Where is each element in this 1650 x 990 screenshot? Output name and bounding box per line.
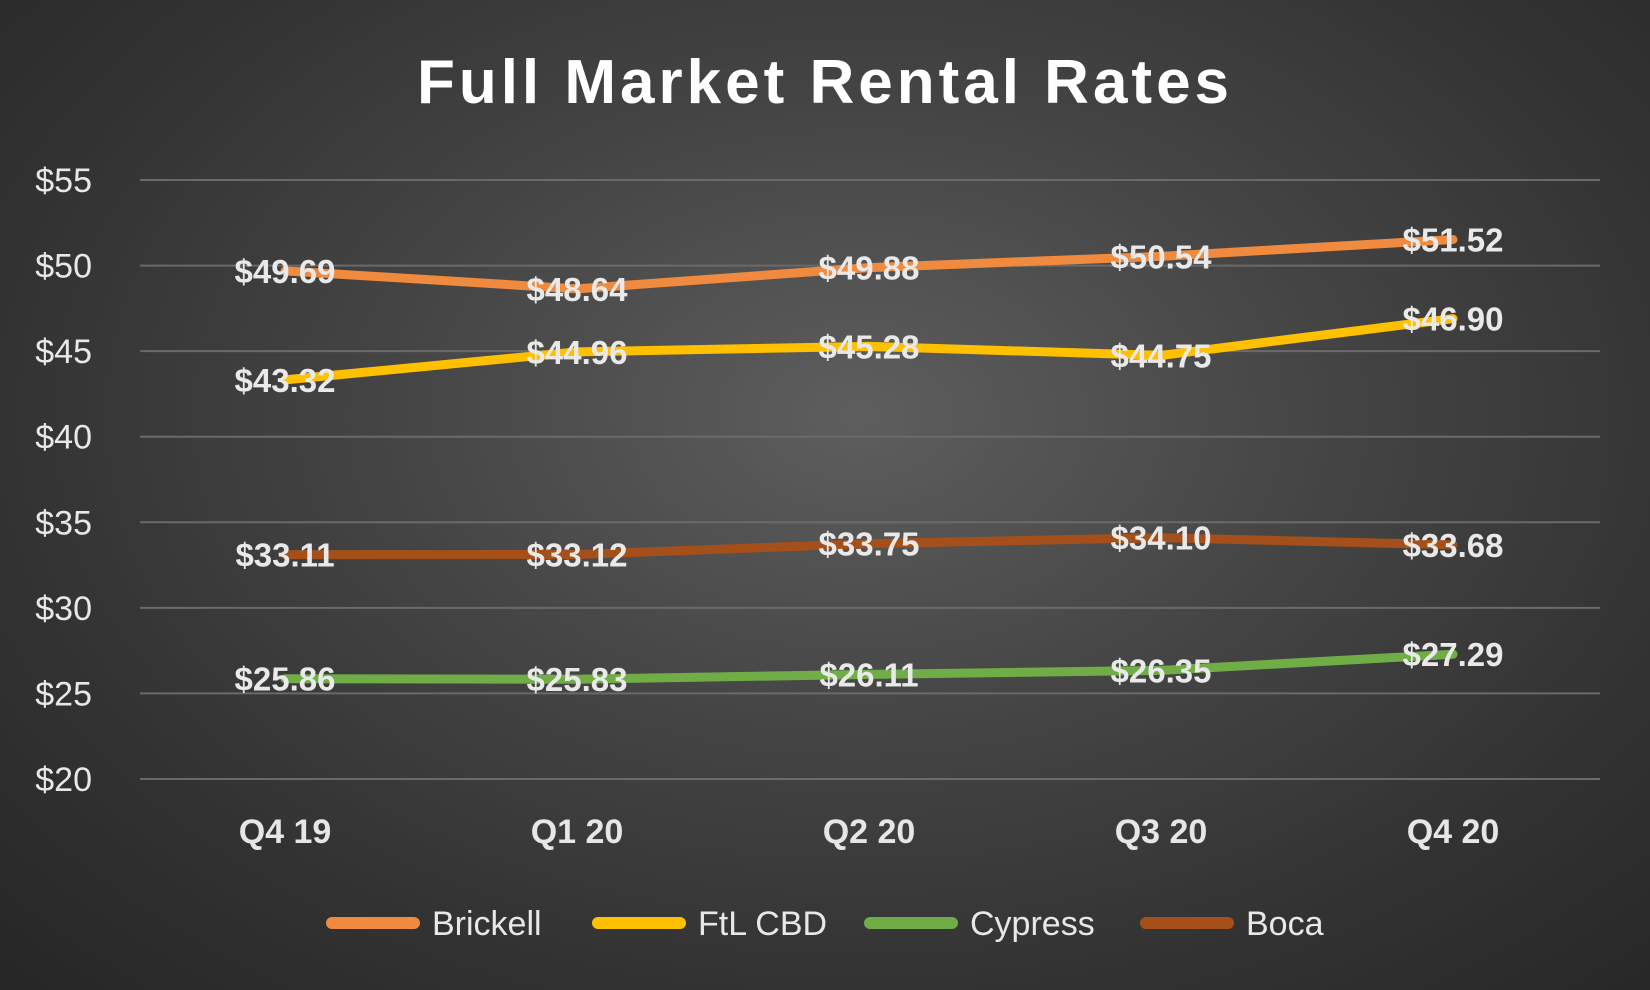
legend-label: FtL CBD bbox=[698, 905, 827, 943]
legend-label: Brickell bbox=[432, 905, 542, 943]
data-label: $48.64 bbox=[527, 271, 629, 308]
x-tick-label: Q3 20 bbox=[1115, 813, 1208, 851]
y-tick-label: $45 bbox=[35, 333, 92, 371]
data-label: $25.86 bbox=[235, 661, 336, 698]
data-label: $51.52 bbox=[1403, 222, 1504, 259]
data-label: $50.54 bbox=[1111, 238, 1213, 275]
data-label: $46.90 bbox=[1403, 301, 1504, 338]
data-label: $25.83 bbox=[527, 661, 628, 698]
x-tick-label: Q4 20 bbox=[1407, 813, 1500, 851]
data-label: $33.68 bbox=[1403, 527, 1504, 564]
y-tick-label: $35 bbox=[35, 504, 92, 542]
data-label: $43.32 bbox=[235, 362, 336, 399]
y-tick-label: $25 bbox=[35, 675, 92, 713]
y-tick-label: $50 bbox=[35, 248, 92, 286]
data-label: $49.88 bbox=[819, 250, 920, 287]
y-tick-label: $30 bbox=[35, 590, 92, 628]
data-label: $34.10 bbox=[1111, 520, 1212, 557]
y-tick-label: $55 bbox=[35, 162, 92, 200]
data-label: $27.29 bbox=[1403, 636, 1504, 673]
data-label: $33.75 bbox=[819, 526, 920, 563]
y-tick-label: $40 bbox=[35, 419, 92, 457]
data-label: $26.11 bbox=[819, 656, 918, 693]
x-tick-label: Q2 20 bbox=[823, 813, 916, 851]
chart-title: Full Market Rental Rates bbox=[417, 48, 1233, 117]
legend-label: Boca bbox=[1246, 905, 1324, 943]
data-label: $45.28 bbox=[819, 328, 920, 365]
legend-label: Cypress bbox=[970, 905, 1095, 943]
series-line-boca bbox=[280, 533, 1458, 560]
data-label: $44.75 bbox=[1111, 337, 1212, 374]
data-label: $49.69 bbox=[235, 253, 336, 290]
data-label: $33.12 bbox=[527, 536, 628, 573]
series-line-ftl-cbd bbox=[280, 314, 1458, 385]
data-label: $44.96 bbox=[527, 334, 628, 371]
x-tick-label: Q1 20 bbox=[531, 813, 624, 851]
y-tick-label: $20 bbox=[35, 761, 92, 799]
data-label: $33.11 bbox=[235, 537, 334, 574]
data-label: $26.35 bbox=[1111, 652, 1212, 689]
x-tick-label: Q4 19 bbox=[239, 813, 332, 851]
series-line-brickell bbox=[280, 235, 1458, 294]
series-line-cypress bbox=[280, 649, 1458, 684]
